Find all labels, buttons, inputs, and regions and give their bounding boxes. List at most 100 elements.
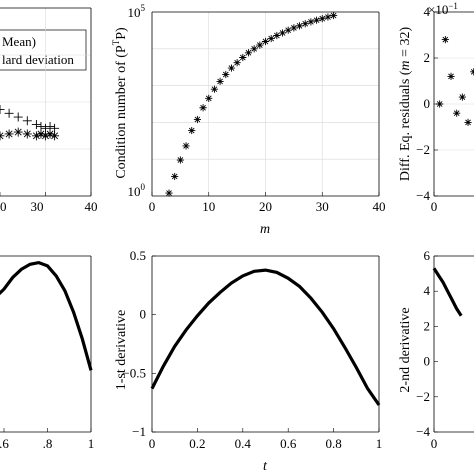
p6-ytick-label: −4 [416,424,430,439]
p2-ytick-1e0-exp: 0 [141,182,146,192]
p2-data-point [233,59,241,67]
p6-xtick-label: 0 [431,436,438,451]
p1-mean-point [13,112,23,122]
p1-std-point [0,131,5,141]
p3-ylabel: Diff. Eq. residuals (m = 32) [398,27,413,182]
p1-std-point [22,129,32,139]
p2-ylabel: Condition number of (PTP) [111,27,129,179]
p2-data-point [330,11,338,20]
p2-data-point [278,29,287,37]
p3-data-point [441,36,449,44]
panel-first-derivative: t 1-st derivative 0 0.2 0.4 0.6 0.8 1 0.5 0 −0.5… [114,248,382,474]
p2-ytick-1e5-exp: 5 [141,3,146,13]
p1-mean-point [0,105,5,115]
p1-legend-mean: Mean) [2,34,36,49]
p5-xtick-label: 0 [149,436,156,451]
p6-curve [432,267,463,317]
p3-ytick-label: 0 [424,96,431,111]
p5-xtick-label: 1 [376,436,383,451]
p3-exponent-base: ×10 [428,2,448,17]
p3-data-point [453,109,461,117]
p5-xtick-label: 0.6 [280,436,297,451]
p3-ylabel-b: = 32) [398,27,413,61]
p2-xtick-label: 10 [202,199,215,214]
p2-data-point [222,70,230,79]
p3-data-point [458,93,466,101]
p2-data-point [301,20,309,28]
p2-data-point [176,156,184,164]
p2-ytick-1e5: 105 [128,3,146,20]
p2-ylabel-main: Condition number of (P [114,45,129,179]
p6-ytick-label: −2 [416,389,430,404]
p2-xtick-label: 20 [259,199,272,214]
p4-xtick-label: .8 [43,436,53,451]
p1-mean-point [45,121,55,131]
p1-mean-point [22,116,32,126]
p3-ytick-label: 2 [424,50,431,65]
p3-data-point [470,68,474,76]
p2-data-point [227,64,236,72]
p1-mean-point [36,121,46,131]
panel-mean-std: 20 30 40 Mean) lard deviation [0,7,98,214]
p2-data-point [312,16,321,24]
p2-data-point [318,15,326,23]
p2-data-point [290,24,298,32]
p3-exponent-sup: −1 [448,1,458,11]
p3-xtick-label: 0 [431,199,438,214]
p1-std-point [41,131,50,141]
p2-xtick-label: 40 [373,199,386,214]
p2-data-point [199,104,207,112]
p3-exponent: ×10−1 [428,1,458,17]
p2-data-point [267,34,275,43]
p1-legend: Mean) lard deviation [2,34,74,67]
p2-data-point [284,26,292,34]
p3-ylabel-m: m [398,60,413,70]
p2-data-point [261,37,270,46]
p5-xtick-label: 0.4 [235,436,252,451]
p2-data-point [216,77,224,86]
p2-data-point [250,45,258,53]
p6-ytick-label: 6 [424,248,431,263]
p1-std-point [13,127,23,137]
p3-ylabel-a: Diff. Eq. residuals ( [398,70,413,181]
p5-xlabel: t [263,459,268,474]
p5-xtick-label: 0.8 [325,436,341,451]
p1-std-point [36,129,46,139]
panel-residuals: ×10−1 Diff. Eq. residuals (m = 32) 4 2 0 −2… [398,1,474,214]
p2-data-point [205,94,213,102]
p1-legend-box [0,29,87,71]
p5-ytick-label: −0.5 [122,365,146,380]
p2-ytick-1e0: 100 [128,182,146,199]
p3-data-point [464,118,472,126]
p4-xtick-label: .6 [0,436,9,451]
panel-solution: .6 .8 1 [0,255,95,451]
p2-ylabel-end: P) [114,27,129,40]
p2-data-point [182,142,190,150]
p1-mean-point [41,123,50,133]
p6-ytick-label: 0 [424,354,431,369]
p3-data-point [447,72,455,80]
p4-curve [0,260,93,371]
p1-xtick-30: 30 [31,199,44,214]
p1-mean-point [50,123,60,133]
p2-data-point [307,18,315,26]
p2-data-point [165,189,173,197]
p4-xtick-label: 1 [88,436,95,451]
p1-std-point [31,131,41,141]
p5-ytick-label: −1 [132,424,146,439]
p3-ytick-label: −4 [416,188,430,203]
p2-ytick-1e5-base: 10 [128,5,141,20]
p2-ytick-1e0-base: 10 [128,184,141,199]
p2-xtick-label: 0 [149,199,156,214]
p3-ytick-label: 4 [424,4,431,19]
p2-data-point [239,53,247,62]
p1-mean-point [4,108,14,118]
p2-data-point [210,85,219,93]
p2-ylabel-sup: T [111,39,121,45]
p1-std-point [4,129,14,139]
p2-data-point [244,49,253,57]
p2-xlabel: m [260,222,270,237]
p2-data-point [193,115,201,124]
p2-xtick-label: 30 [316,199,329,214]
